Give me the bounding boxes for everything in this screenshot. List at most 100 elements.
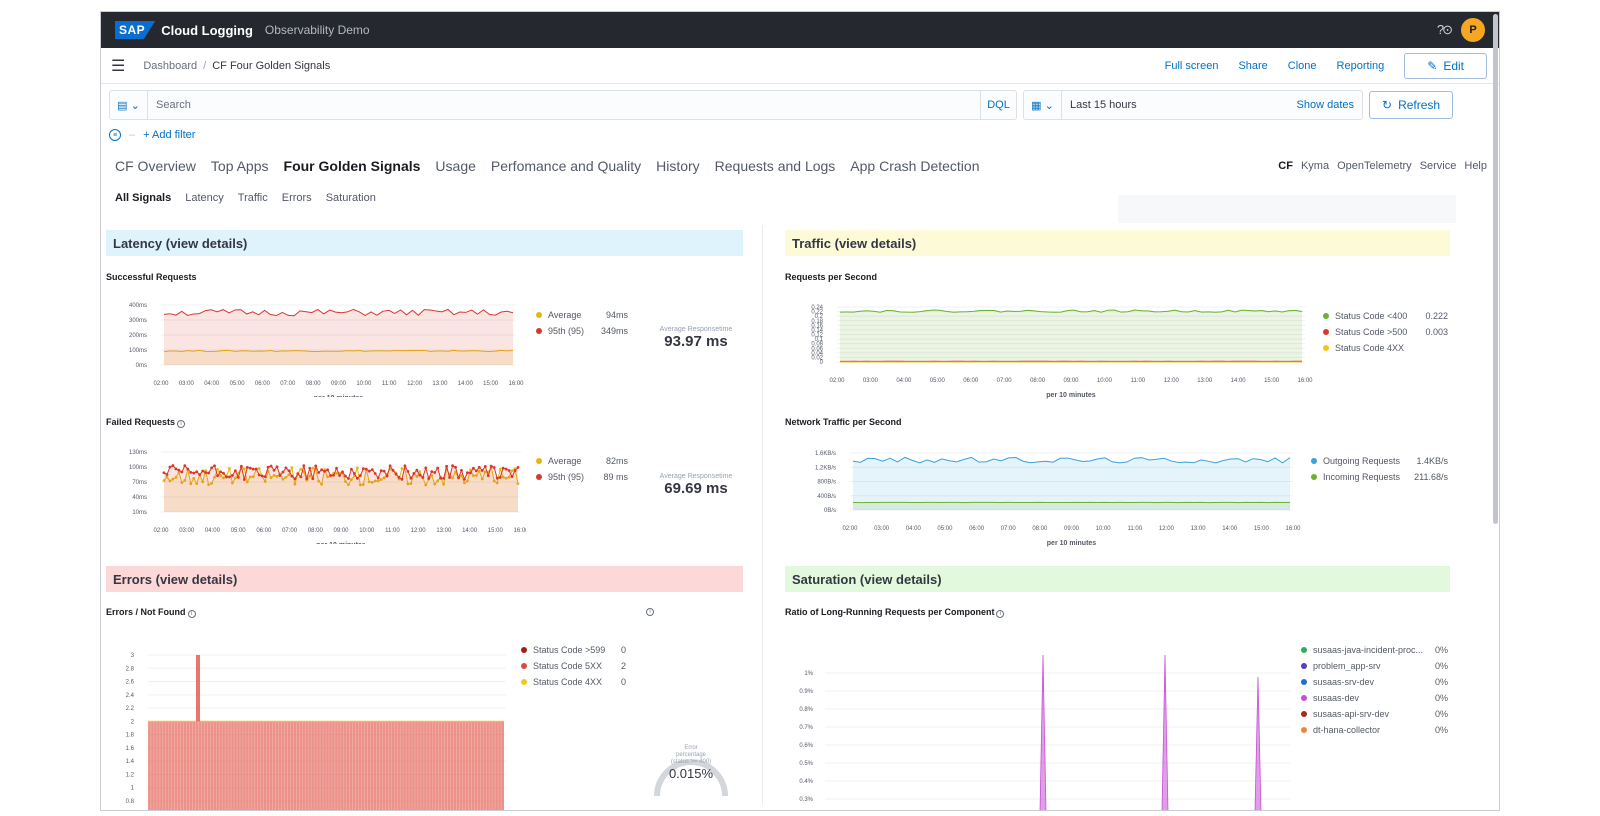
avatar[interactable]: P: [1461, 18, 1485, 42]
info-icon[interactable]: i: [996, 610, 1005, 618]
show-dates-link[interactable]: Show dates: [1296, 99, 1354, 111]
latency-panel-title[interactable]: Latency (view details): [106, 230, 743, 256]
tab-cf-overview[interactable]: CF Overview: [115, 158, 196, 174]
legend-item[interactable]: 95th (95) 349ms: [536, 323, 628, 339]
series-point: [344, 480, 347, 483]
reporting-link[interactable]: Reporting: [1336, 59, 1385, 72]
series-point: [311, 477, 315, 480]
tab-app-crash-detection[interactable]: App Crash Detection: [850, 158, 980, 174]
series-point: [332, 473, 335, 477]
series-area-1: [853, 502, 1290, 510]
series-point: [451, 476, 454, 480]
requests-per-second-title: Requests per Second: [785, 272, 878, 282]
failed-requests-title: Failed Requests i: [106, 417, 186, 428]
share-link[interactable]: Share: [1238, 59, 1268, 72]
y-tick-label: 3: [131, 653, 135, 659]
legend-item[interactable]: Average 82ms: [536, 453, 628, 469]
info-icon[interactable]: i: [187, 610, 196, 618]
series-point: [317, 471, 321, 474]
y-tick-label: 0.14: [811, 328, 823, 334]
hamburger-menu-icon[interactable]: ☰: [111, 57, 126, 75]
series-point: [379, 469, 383, 472]
dql-toggle[interactable]: DQL: [980, 91, 1016, 119]
help-icon[interactable]: ?⊙: [1436, 22, 1453, 37]
legend-item[interactable]: susaas-srv-dev 0%: [1301, 674, 1448, 690]
series-point: [373, 479, 377, 483]
series-point: [424, 483, 428, 487]
requests-per-second-chart[interactable]: 00.020.040.060.080.10.120.140.160.180.20…: [785, 302, 1315, 402]
subtab-saturation[interactable]: Saturation: [325, 192, 376, 204]
time-range[interactable]: Last 15 hours: [1070, 99, 1137, 111]
spike-2: [1254, 676, 1262, 810]
network-traffic-chart[interactable]: 0B/s 400B/s 800B/s 1.2KB/s 1.6KB/s 02:00 03:00…: [785, 448, 1315, 548]
subtab-errors[interactable]: Errors: [281, 192, 312, 204]
legend-item[interactable]: Incoming Requests 211.68/s: [1311, 469, 1448, 485]
app-name[interactable]: Cloud Logging: [161, 22, 253, 38]
series-point: [192, 476, 196, 480]
series-point: [305, 477, 309, 481]
saturation-panel: Saturation (view details): [785, 566, 1450, 592]
series-point: [409, 476, 413, 480]
legend-item[interactable]: Status Code <400 0.222: [1323, 308, 1448, 324]
legend-item[interactable]: susaas-dev 0%: [1301, 690, 1448, 706]
platform-kyma[interactable]: Kyma: [1300, 160, 1330, 172]
platform-opentelemetry[interactable]: OpenTelemetry: [1337, 160, 1412, 172]
legend-item[interactable]: Outgoing Requests 1.4KB/s: [1311, 453, 1448, 469]
breadcrumb-dashboard[interactable]: Dashboard: [143, 59, 198, 72]
tab-history[interactable]: History: [656, 158, 700, 174]
platform-service[interactable]: Service: [1419, 160, 1457, 172]
legend-item[interactable]: Status Code >500 0.003: [1323, 324, 1448, 340]
y-tick-label: 0: [820, 360, 824, 366]
series-point: [210, 466, 213, 470]
legend-item[interactable]: susaas-api-srv-dev 0%: [1301, 706, 1448, 722]
errors-panel-title[interactable]: Errors (view details): [106, 566, 743, 592]
x-axis-label: per 10 minutes: [1046, 392, 1096, 399]
legend-item[interactable]: Average 94ms: [536, 307, 628, 323]
scrollbar[interactable]: [1493, 14, 1498, 524]
legend-item[interactable]: dt-hana-collector 0%: [1301, 722, 1448, 738]
subtab-traffic[interactable]: Traffic: [237, 192, 268, 204]
legend-item[interactable]: problem_app-srv 0%: [1301, 658, 1448, 674]
y-tick-label: 2: [131, 719, 135, 725]
legend-item[interactable]: Status Code 5XX 2: [521, 658, 626, 674]
saved-query-icon[interactable]: ▤ ⌄: [110, 91, 148, 119]
subtab-latency[interactable]: Latency: [185, 192, 224, 204]
metric-label: Average Responsetime: [659, 326, 733, 333]
tab-four-golden-signals[interactable]: Four Golden Signals: [283, 158, 421, 174]
edit-button[interactable]: ✎ Edit: [1404, 52, 1487, 79]
info-icon[interactable]: i: [177, 420, 186, 428]
series-point: [251, 467, 255, 471]
full-screen-link[interactable]: Full screen: [1164, 59, 1219, 72]
failed-requests-chart[interactable]: 10ms 40ms 70ms 100ms 130ms 02:00 03:00 04:00 05:…: [106, 444, 526, 544]
gauge-info-icon[interactable]: i: [646, 608, 654, 616]
saturation-panel-title[interactable]: Saturation (view details): [785, 566, 1450, 592]
legend-item[interactable]: 95th (95) 89 ms: [536, 469, 628, 485]
series-point: [326, 468, 330, 472]
platform-help[interactable]: Help: [1464, 160, 1487, 172]
filter-options-icon[interactable]: ≡: [109, 129, 121, 141]
legend-item[interactable]: susaas-java-incident-proc... 0%: [1301, 642, 1448, 658]
calendar-icon[interactable]: ▦ ⌄: [1024, 91, 1062, 119]
legend-item[interactable]: Status Code 4XX 0: [521, 674, 626, 690]
long-running-chart[interactable]: 0.3% 0.4% 0.5% 0.6% 0.7% 0.8% 0.9% 1%: [785, 637, 1295, 811]
series-point: [463, 477, 466, 481]
add-filter-link[interactable]: + Add filter: [143, 129, 196, 141]
legend-item[interactable]: Status Code >599 0: [521, 642, 626, 658]
refresh-button[interactable]: ↻ Refresh: [1369, 91, 1454, 119]
tab-usage[interactable]: Usage: [435, 158, 476, 174]
x-tick-label: 03:00: [179, 381, 195, 387]
errors-not-found-chart[interactable]: 0.8 1 1.2 1.4 1.6 1.8 2 2.2 2.4 2.6 2.8 3: [106, 637, 516, 811]
legend-label: Status Code <400: [1335, 311, 1408, 321]
successful-requests-chart[interactable]: 0ms 100ms 200ms 300ms 400ms 02:00 03:00 04:00 05…: [106, 297, 526, 397]
tab-top-apps[interactable]: Top Apps: [210, 158, 269, 174]
tab-performance-quality[interactable]: Perfomance and Quality: [490, 158, 642, 174]
clone-link[interactable]: Clone: [1287, 59, 1317, 72]
traffic-panel-title[interactable]: Traffic (view details): [785, 230, 1450, 256]
platform-cf[interactable]: CF: [1278, 160, 1293, 172]
search-input[interactable]: [148, 99, 980, 111]
tab-requests-logs[interactable]: Requests and Logs: [714, 158, 836, 174]
legend-item[interactable]: Status Code 4XX: [1323, 340, 1448, 356]
y-tick-label: 1.6: [126, 746, 135, 752]
subtab-all-signals[interactable]: All Signals: [115, 192, 172, 204]
sap-logo[interactable]: SAP: [115, 21, 156, 39]
